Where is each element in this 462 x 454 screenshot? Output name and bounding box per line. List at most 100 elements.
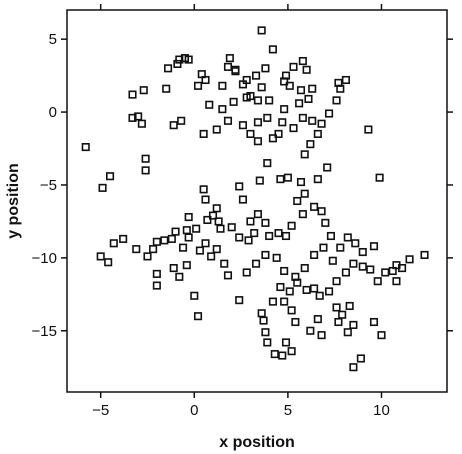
scatter-point: [291, 317, 300, 327]
scatter-point: [201, 195, 210, 204]
scatter-point: [298, 113, 307, 122]
scatter-point: [193, 81, 203, 90]
scatter-point: [152, 237, 161, 246]
scatter-point: [341, 75, 350, 85]
scatter-point: [300, 264, 309, 273]
scatter-point: [280, 297, 289, 306]
scatter-point: [319, 243, 328, 252]
scatter-point: [218, 81, 227, 90]
scatter-point: [190, 291, 199, 300]
scatter-point: [302, 285, 311, 294]
scatter-point: [235, 182, 244, 191]
scatter-point: [104, 258, 113, 267]
scatter-point: [343, 328, 352, 337]
x-tick-label: −5: [92, 402, 109, 419]
scatter-point: [141, 154, 150, 163]
scatter-point: [225, 54, 234, 63]
scatter-point: [310, 202, 319, 211]
scatter-point: [184, 212, 193, 222]
y-tick-label: 0: [49, 104, 57, 121]
scatter-point: [300, 189, 309, 198]
scatter-point: [208, 211, 218, 220]
scatter-point: [199, 185, 208, 194]
scatter-point: [366, 265, 375, 274]
scatter-point: [293, 196, 302, 206]
scatter-point: [278, 118, 287, 127]
scatter-point: [375, 173, 384, 182]
scatter-point: [253, 137, 262, 146]
scatter-point: [152, 269, 161, 278]
scatter-point: [268, 45, 277, 54]
scatter-point: [369, 317, 379, 327]
scatter-point: [193, 312, 203, 321]
scatter-point: [298, 56, 307, 66]
scatter-point: [332, 303, 341, 312]
scatter-point: [244, 236, 253, 245]
scatter-point: [334, 317, 343, 327]
scatter-point: [278, 351, 287, 360]
scatter-point: [184, 55, 193, 64]
scatter-point: [332, 96, 341, 105]
scatter-point: [276, 175, 285, 184]
scatter-point: [338, 310, 347, 319]
x-tick-label: 10: [373, 402, 390, 419]
scatter-point: [231, 67, 240, 76]
scatter-point: [281, 71, 291, 80]
scatter-point: [253, 118, 262, 127]
scatter-point: [373, 277, 382, 286]
scatter-point: [265, 96, 274, 105]
scatter-point: [298, 210, 307, 219]
scatter-point: [263, 338, 272, 347]
scatter-point: [358, 262, 367, 271]
x-tick-label: 0: [190, 402, 198, 419]
scatter-point: [263, 113, 272, 122]
scatter-point: [358, 247, 367, 257]
scatter-point: [313, 315, 322, 324]
scatter-point: [164, 64, 173, 73]
scatter-point: [169, 264, 178, 273]
scatter-point: [280, 105, 289, 114]
scatter-point: [332, 277, 341, 286]
scatter-point: [246, 91, 255, 101]
scatter-point: [274, 229, 283, 238]
scatter-point: [261, 64, 270, 73]
scatter-point: [268, 134, 277, 143]
scatter-point: [238, 195, 248, 204]
scatter-point: [173, 59, 182, 68]
scatter-point: [281, 338, 291, 347]
scatter-point: [201, 75, 210, 85]
scatter-point: [128, 113, 137, 122]
y-tick-label: 5: [49, 31, 57, 48]
scatter-point: [296, 86, 306, 95]
scatter-point: [285, 287, 294, 296]
scatter-point: [285, 81, 294, 90]
scatter-point: [280, 266, 289, 276]
scatter-point: [216, 224, 225, 233]
scatter-point: [109, 239, 118, 248]
scatter-point: [106, 172, 115, 181]
data-points: [81, 26, 429, 372]
y-tick-label: −10: [32, 250, 57, 267]
scatter-point: [212, 125, 221, 134]
scatter-point: [315, 291, 324, 300]
scatter-point: [274, 129, 283, 138]
scatter-point: [252, 71, 261, 80]
scatter-point: [328, 256, 337, 265]
scatter-point: [265, 231, 274, 241]
scatter-point: [272, 253, 281, 262]
scatter-point: [171, 227, 180, 236]
scatter-point: [175, 55, 184, 64]
scatter-point: [334, 78, 343, 87]
scatter-point: [405, 255, 414, 264]
scatter-point: [257, 26, 266, 35]
scatter-point: [321, 218, 330, 227]
scatter-point: [143, 252, 152, 261]
scatter-point: [246, 129, 255, 138]
scatter-point: [128, 90, 137, 99]
scatter-point: [369, 242, 379, 251]
scatter-point: [257, 309, 266, 318]
scatter-point: [381, 268, 390, 277]
scatter-point: [281, 231, 291, 241]
scatter-point: [289, 62, 298, 71]
